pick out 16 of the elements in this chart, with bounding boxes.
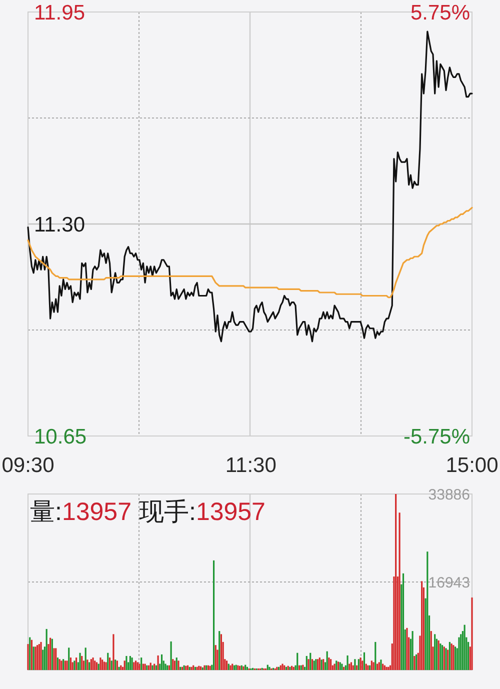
annotation: 13957 [196, 498, 266, 526]
y2-tick-label: 5.75% [410, 1, 470, 24]
annotation: 现手: [138, 498, 196, 526]
y-tick-label: 10.65 [34, 425, 87, 448]
x-tick-label: 11:30 [225, 454, 276, 477]
annotation: 13957 [62, 498, 132, 526]
y2-tick-label: -5.75% [403, 425, 470, 448]
y-tick-label: 11.30 [34, 213, 85, 236]
line-series [27, 206, 473, 298]
y-tick-label: 11.95 [34, 1, 85, 24]
line-series [27, 30, 473, 342]
x-tick-label: 09:30 [2, 454, 54, 477]
y-tick-label: 16943 [428, 574, 470, 592]
annotation: 量: [30, 498, 62, 526]
x-tick-label: 15:00 [446, 454, 498, 477]
y-tick-label: 33886 [428, 486, 470, 504]
